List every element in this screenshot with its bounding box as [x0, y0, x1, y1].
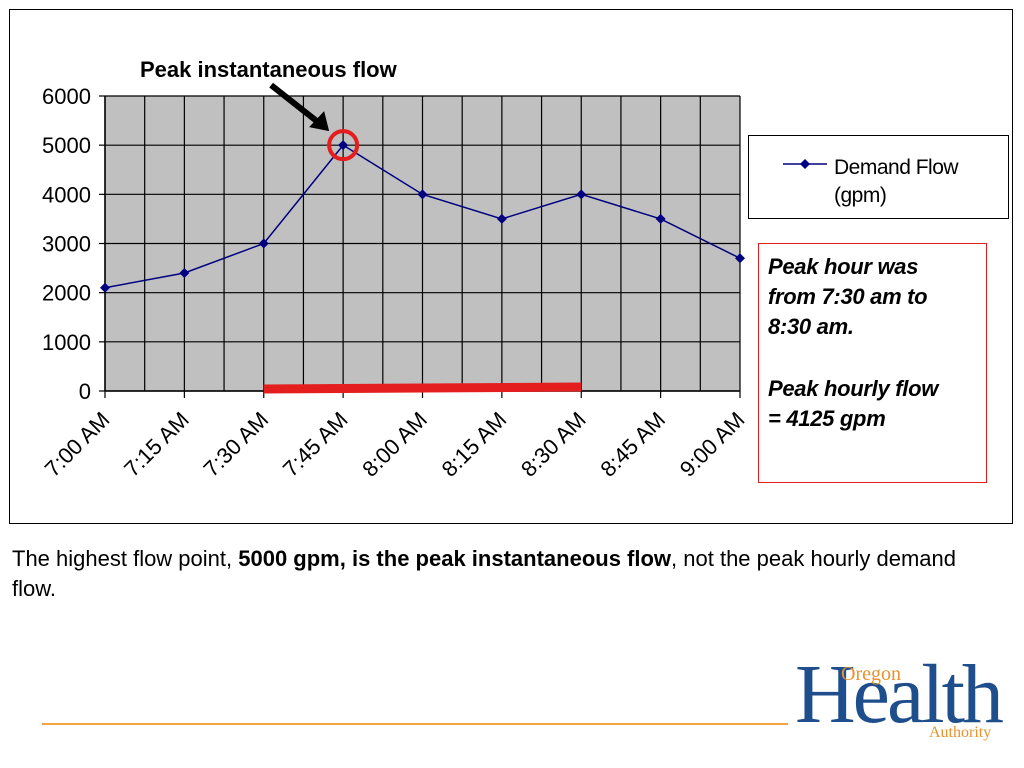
y-tick-label: 3000: [42, 232, 91, 257]
y-tick-label: 1000: [42, 330, 91, 355]
note-line-5: = 4125 gpm: [768, 406, 886, 431]
x-tick-label: 8:00 AM: [357, 407, 432, 482]
data-point: [338, 140, 349, 151]
peak-highlight-circle: [327, 129, 360, 162]
y-tick-label: 2000: [42, 281, 91, 306]
x-tick-label: 7:00 AM: [40, 407, 115, 482]
x-tick-label: 7:15 AM: [119, 407, 194, 482]
footer-divider: [42, 723, 788, 725]
data-point: [100, 282, 110, 293]
note-line-3: 8:30 am.: [768, 314, 854, 339]
peak-hour-range-bar: [263, 382, 582, 394]
data-point: [496, 213, 507, 224]
note-line-1: Peak hour was: [768, 254, 919, 279]
x-tick-label: 7:45 AM: [278, 407, 353, 482]
note-spacer: [768, 342, 978, 374]
data-point: [417, 189, 428, 200]
logo-health: Health: [795, 648, 1004, 741]
note-line-2: from 7:30 am to: [768, 284, 928, 309]
peak-hour-note: Peak hour was from 7:30 am to 8:30 am. P…: [758, 243, 987, 483]
y-tick-label: 0: [79, 379, 91, 404]
data-point: [655, 213, 666, 224]
data-point: [576, 189, 587, 200]
peak-arrow-head: [309, 111, 330, 132]
x-tick-label: 8:45 AM: [595, 407, 670, 482]
x-tick-label: 9:00 AM: [675, 407, 750, 482]
x-tick-label: 8:30 AM: [516, 407, 591, 482]
y-tick-label: 5000: [42, 133, 91, 158]
legend-series-label: Demand Flow (gpm): [834, 156, 959, 207]
oregon-health-authority-logo: Health Oregon Authority: [795, 650, 1005, 746]
caption-part-1: The highest flow point,: [12, 546, 239, 571]
peak-arrow-shaft: [269, 82, 325, 129]
caption-bold: 5000 gpm, is the peak instantaneous flow: [238, 546, 672, 571]
chart-legend: Demand Flow (gpm): [748, 135, 1009, 219]
data-point: [179, 268, 190, 278]
caption-part-2: , not the peak hourly demand flow.: [12, 546, 956, 601]
legend-series-marker: [783, 159, 827, 169]
y-tick-label: 4000: [42, 182, 91, 207]
peak-annotation-label: Peak instantaneous flow: [140, 57, 398, 82]
caption-text: The highest flow point, 5000 gpm, is the…: [12, 544, 1002, 604]
logo-authority: Authority: [929, 724, 992, 741]
data-point: [735, 253, 745, 264]
x-tick-label: 8:15 AM: [437, 407, 512, 482]
chart-frame: 0 1000 2000 3000 4000 5000 6000 7:00 AM 7:15 AM 7…: [9, 9, 1013, 524]
data-point: [258, 238, 269, 249]
x-tick-label: 7:30 AM: [199, 407, 274, 482]
note-line-4: Peak hourly flow: [768, 376, 939, 401]
y-tick-label: 6000: [42, 84, 91, 109]
logo-oregon: Oregon: [841, 663, 901, 685]
